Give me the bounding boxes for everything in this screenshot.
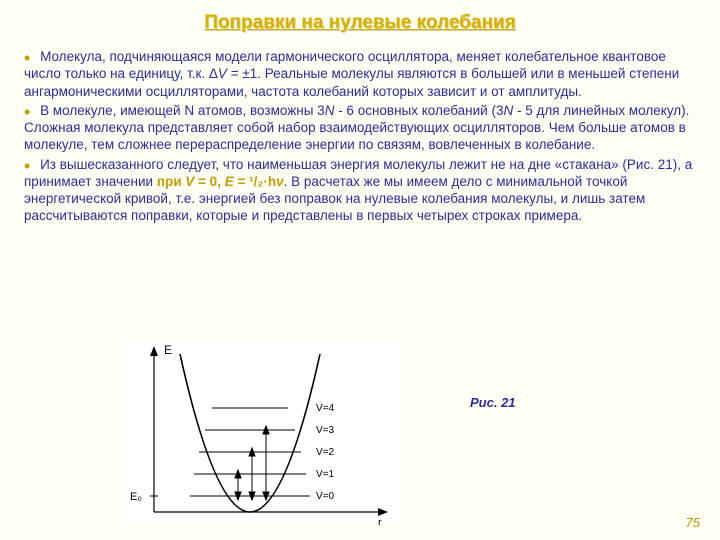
paragraph-1: • Молекула, подчиняющаяся модели гармони… <box>24 48 696 100</box>
p1-v: V <box>218 66 227 81</box>
paragraph-2: • В молекуле, имеющей N атомов, возможны… <box>24 102 696 154</box>
p3-hl3: = ¹/₂·h <box>234 174 276 189</box>
page-title: Поправки на нулевые колебания <box>24 12 696 34</box>
svg-text:V=4: V=4 <box>316 403 335 414</box>
bullet-icon: • <box>24 102 30 122</box>
svg-text:V=3: V=3 <box>316 425 335 436</box>
paragraph-3: • Из вышесказанного следует, что наимень… <box>24 156 696 225</box>
p2-n1: N <box>325 103 335 118</box>
p2-text-b: - 6 основных колебаний (3 <box>334 103 503 118</box>
svg-text:V=2: V=2 <box>316 447 335 458</box>
p2-text-a: В молекуле, имеющей N атомов, возможны 3 <box>40 103 325 118</box>
page-number: 75 <box>686 515 700 530</box>
svg-text:r: r <box>378 517 382 525</box>
p3-hl2: = 0, <box>194 174 224 189</box>
figure-label: Рис. 21 <box>470 395 516 410</box>
p2-n2: N <box>503 103 513 118</box>
p3-hl1: при <box>157 174 185 189</box>
svg-text:E₀: E₀ <box>130 491 142 503</box>
svg-text:E: E <box>164 343 172 357</box>
p3-hlnu: ν <box>276 174 284 189</box>
p3-hlV: V <box>185 174 194 189</box>
figure-bg <box>120 340 400 525</box>
p3-hlE: E <box>225 174 234 189</box>
svg-text:V=1: V=1 <box>316 469 335 480</box>
svg-text:V=0: V=0 <box>316 491 335 502</box>
bullet-icon: • <box>24 48 30 68</box>
figure-21: E r E₀ V=0 V=1 V=2 V=3 V=4 <box>120 340 400 530</box>
bullet-icon: • <box>24 156 30 176</box>
